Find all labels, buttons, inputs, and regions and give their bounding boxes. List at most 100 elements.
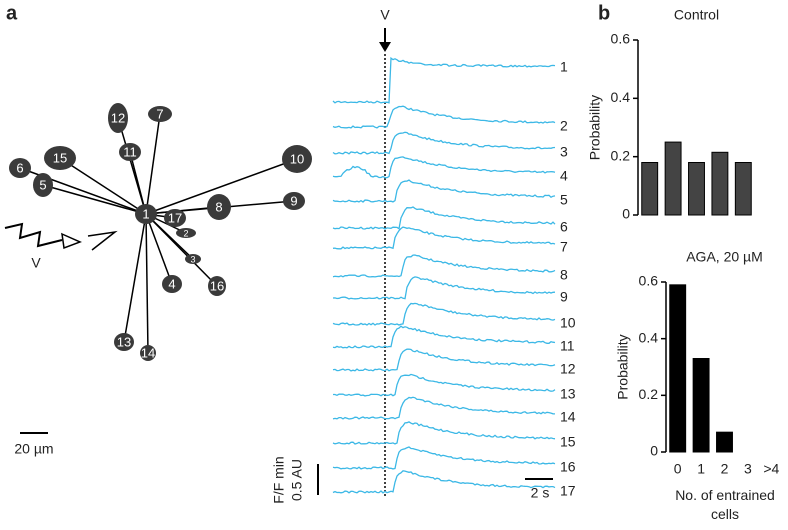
trace-label: 16	[560, 459, 576, 475]
cell-label: 10	[290, 151, 304, 166]
bar	[664, 141, 682, 216]
stimulus-bolt	[4, 222, 63, 248]
connection	[145, 213, 149, 354]
cell-label: 8	[215, 199, 222, 214]
bar	[711, 151, 729, 216]
trace	[332, 226, 556, 250]
cell	[283, 192, 305, 210]
x-tick-label: 0	[674, 461, 682, 477]
cell-label: 3	[190, 254, 195, 264]
cell-label: 12	[111, 110, 125, 125]
trace-label: 1	[560, 59, 568, 75]
cell	[135, 204, 157, 224]
bar	[688, 162, 705, 216]
trace-label: 13	[560, 386, 576, 402]
y-tick-label: 0.2	[611, 147, 631, 163]
trace-label: 15	[560, 434, 576, 450]
cell-label: 11	[123, 144, 137, 159]
trace	[332, 325, 556, 349]
cell	[108, 103, 128, 133]
trace-label: 3	[560, 144, 568, 160]
cell	[140, 345, 156, 361]
cell	[164, 209, 186, 227]
cell	[176, 228, 196, 238]
x-tick-label: >4	[763, 461, 779, 477]
trace-label: 5	[560, 192, 568, 208]
cell	[114, 333, 134, 351]
trace	[332, 254, 556, 278]
connection	[123, 213, 147, 343]
trace	[333, 373, 556, 397]
bar	[669, 284, 687, 453]
chart-title: Control	[674, 7, 719, 23]
cell-label: 6	[16, 160, 23, 175]
trace	[332, 470, 556, 494]
cell	[207, 194, 231, 220]
cell-label: 2	[183, 228, 188, 238]
connection	[145, 213, 218, 287]
cell	[119, 143, 141, 161]
trace	[332, 421, 556, 445]
stimulus-label: V	[31, 255, 41, 271]
cell	[148, 106, 172, 122]
cell-label: 9	[290, 193, 297, 208]
y-tick-label: 0.4	[611, 89, 631, 105]
connection	[42, 184, 147, 215]
connection	[117, 117, 147, 215]
y-axis-label: Probability	[587, 95, 603, 160]
x-tick-label: 3	[744, 461, 752, 477]
cell-label: 1	[142, 206, 149, 221]
connection	[145, 213, 173, 285]
cell	[185, 254, 201, 264]
trace	[332, 179, 556, 203]
trace-label: 8	[560, 267, 568, 283]
cell	[44, 146, 76, 170]
scale-label: F/F min	[271, 456, 287, 503]
y-tick-label: 0	[622, 206, 630, 222]
trace	[332, 156, 556, 179]
trace-label: 11	[560, 338, 575, 354]
trace	[332, 348, 556, 372]
cell-label: 4	[168, 276, 175, 291]
trace	[332, 131, 556, 155]
bar	[641, 162, 659, 216]
trace-label: 6	[560, 219, 568, 235]
cell-label: 17	[168, 210, 182, 225]
y-tick-label: 0.4	[639, 329, 659, 345]
cell-label: 13	[117, 334, 131, 349]
trace	[332, 206, 556, 230]
pipette	[87, 230, 118, 251]
stimulus-label: V	[380, 7, 390, 23]
cell-label: 15	[53, 150, 67, 165]
cell	[282, 145, 312, 173]
cell	[162, 275, 182, 293]
trace-label: 17	[560, 483, 576, 499]
connection	[145, 113, 161, 215]
chart-title: AGA, 20 µM	[686, 249, 763, 265]
panel-label: b	[598, 2, 610, 24]
bar	[734, 162, 752, 216]
x-tick-label: 1	[697, 461, 705, 477]
cell	[33, 173, 53, 197]
trace	[332, 276, 556, 300]
connection	[145, 158, 298, 215]
trace	[332, 446, 556, 470]
trace-label: 9	[560, 289, 568, 305]
trace-label: 4	[560, 168, 568, 184]
cell-label: 5	[39, 177, 46, 192]
trace-label: 14	[560, 409, 576, 425]
bar	[716, 431, 733, 453]
bar	[692, 358, 710, 453]
scale-label: 0.5 AU	[289, 459, 305, 501]
trace	[332, 56, 556, 104]
trace-label: 12	[560, 361, 576, 377]
trace	[332, 105, 556, 129]
y-tick-label: 0.2	[639, 386, 659, 402]
y-tick-label: 0.6	[639, 273, 659, 289]
y-tick-label: 0.6	[611, 31, 631, 47]
x-tick-label: 2	[721, 461, 729, 477]
connection	[59, 157, 147, 215]
cell-label: 7	[156, 106, 163, 121]
